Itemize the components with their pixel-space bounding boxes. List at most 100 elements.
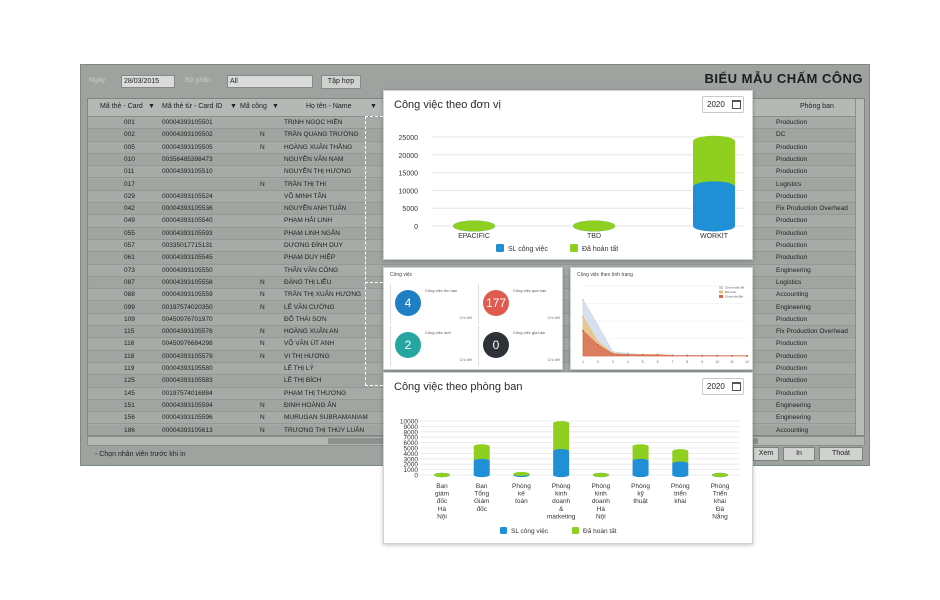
dept-bar [592, 472, 609, 478]
cell-dept: Production [776, 242, 808, 249]
data-point [701, 354, 704, 357]
stat-card[interactable]: 2 Công việc mới Chi tiết [390, 326, 476, 366]
date-picker[interactable]: 28/03/2015 [121, 75, 175, 88]
cell-card-id: 00450976684298 [162, 340, 213, 348]
stat-card[interactable]: 177 Công việc quá hạn Chi tiết [478, 284, 564, 324]
col-card[interactable]: Mã thẻ - Card [100, 103, 143, 110]
cell-dept: Engineering [776, 414, 811, 422]
col-code[interactable]: Mã công [240, 103, 267, 110]
calendar-icon[interactable] [732, 100, 741, 109]
x-tick-label: 1 [582, 360, 584, 364]
y-tick-label: 9000 [404, 424, 419, 431]
cell-dept: Production [776, 155, 808, 163]
x-tick-label: 3 [612, 360, 614, 364]
x-tick-label: 4 [627, 360, 629, 364]
data-point [582, 329, 584, 332]
filter-icon[interactable]: ▼ [370, 103, 377, 110]
data-point [596, 343, 599, 346]
cell-card: 145 [124, 389, 135, 397]
cell-dept: Engineering [776, 266, 811, 274]
cell-card: 010 [124, 155, 135, 163]
cell-dept: Accounting [776, 426, 809, 434]
calendar-icon[interactable] [732, 382, 741, 391]
cell-card-id: 00004393105505 [162, 143, 213, 151]
filter-icon[interactable]: ▼ [272, 103, 279, 110]
x-tick-label: 7 [671, 360, 673, 364]
cell-card-id: 00004393105580 [162, 365, 213, 372]
date-label: Ngày [89, 77, 106, 84]
cell-name: PHẠM LINH NGÂN [284, 229, 340, 237]
cell-code: N [260, 303, 265, 311]
cell-dept: Logistics [776, 278, 802, 286]
x-tick-label: Phòng kinh doanh Hà Nội [591, 483, 610, 520]
stat-card[interactable]: 0 Công việc gia hạn Chi tiết [478, 326, 564, 366]
x-tick-label: 9 [701, 360, 703, 364]
col-dept[interactable]: Phòng ban [800, 103, 834, 110]
stat-detail-link[interactable]: Chi tiết [459, 315, 472, 320]
data-point [716, 354, 719, 357]
stat-card[interactable]: 4 Công việc tồn hạn Chi tiết [390, 284, 476, 324]
print-button[interactable]: In [783, 447, 815, 461]
cell-card-id: 00004393105579 [162, 352, 213, 360]
dept-chart-panel: Công việc theo phòng ban 2020 10000 9000 8… [383, 372, 753, 544]
y-tick-label: 4000 [404, 451, 419, 458]
x-tick-label: WORKIT [700, 233, 729, 240]
year-picker[interactable]: 2020 [702, 96, 744, 113]
cell-name: TRẦN QUANG TRƯỜNG [284, 131, 359, 139]
cell-card: 029 [124, 192, 135, 200]
dept-bar [473, 444, 490, 478]
cell-dept: Production [776, 143, 808, 151]
y-tick-label: 10000 [399, 188, 419, 195]
cell-dept: Production [776, 217, 808, 225]
cell-card: 088 [124, 291, 135, 299]
stat-detail-link[interactable]: Chi tiết [547, 315, 560, 320]
legend-label: SL công việc [511, 528, 549, 535]
col-card-id[interactable]: Mã thẻ từ - Card ID [162, 103, 223, 110]
cell-name: NGUYỄN VĂN NAM [284, 155, 344, 163]
legend-label: Đã hoàn tất [582, 244, 618, 253]
data-point [596, 341, 599, 343]
current-row-marker-icon: ▶ [88, 279, 89, 286]
cell-dept: Production [776, 389, 808, 397]
cell-name: NGUYỄN ANH TUẤN [284, 205, 347, 213]
bar-tbd [573, 220, 615, 232]
cell-name: MURUGAN SUBRAMANIAM [284, 414, 368, 422]
filter-icon[interactable]: ▼ [148, 103, 155, 110]
x-tick-label: Phòng kỹ thuật [631, 483, 650, 505]
cell-card: 061 [124, 254, 135, 262]
stat-detail-link[interactable]: Chi tiết [459, 357, 472, 362]
stat-detail-link[interactable]: Chi tiết [547, 357, 560, 362]
task-stats-title: Công việc [390, 272, 413, 278]
cell-dept: Production [776, 377, 808, 385]
cell-name: ĐỖ THÁI SƠN [284, 315, 327, 323]
unit-chart-panel: Công việc theo đơn vị 2020 25000 20000 150… [383, 90, 753, 260]
year-picker[interactable]: 2020 [702, 378, 744, 395]
col-name[interactable]: Họ tên - Name [306, 103, 352, 110]
preview-button[interactable]: Xem [753, 447, 779, 461]
exit-button[interactable]: Thoát [819, 447, 863, 461]
data-point [582, 299, 584, 301]
legend-swatch [719, 290, 723, 294]
vertical-scrollbar[interactable] [855, 99, 864, 435]
y-tick-label: 15000 [399, 171, 419, 178]
stat-label: Công việc mới [425, 330, 451, 335]
data-point [626, 352, 629, 355]
unit-chart-title: Công việc theo đơn vị [394, 99, 501, 111]
cell-code: N [260, 143, 265, 151]
x-tick-label: 6 [657, 360, 659, 364]
data-point [582, 315, 584, 318]
dept-bar [632, 444, 649, 478]
cell-card-id: 00004393105594 [162, 401, 213, 409]
y-tick-label: 1000 [404, 467, 419, 474]
y-tick-label: 0 [414, 224, 418, 231]
cell-name: TRẦN THỊ THI [284, 180, 327, 188]
cell-code: N [260, 131, 265, 139]
cell-card-id: 00004393105510 [162, 168, 213, 176]
filter-icon[interactable]: ▼ [230, 103, 237, 110]
stat-value: 2 [395, 332, 421, 358]
y-tick-label: 5000 [404, 446, 419, 453]
legend-swatch [570, 244, 578, 252]
apply-filter-button[interactable]: Tập hợp [321, 75, 361, 89]
unit-select[interactable]: All [227, 75, 313, 88]
